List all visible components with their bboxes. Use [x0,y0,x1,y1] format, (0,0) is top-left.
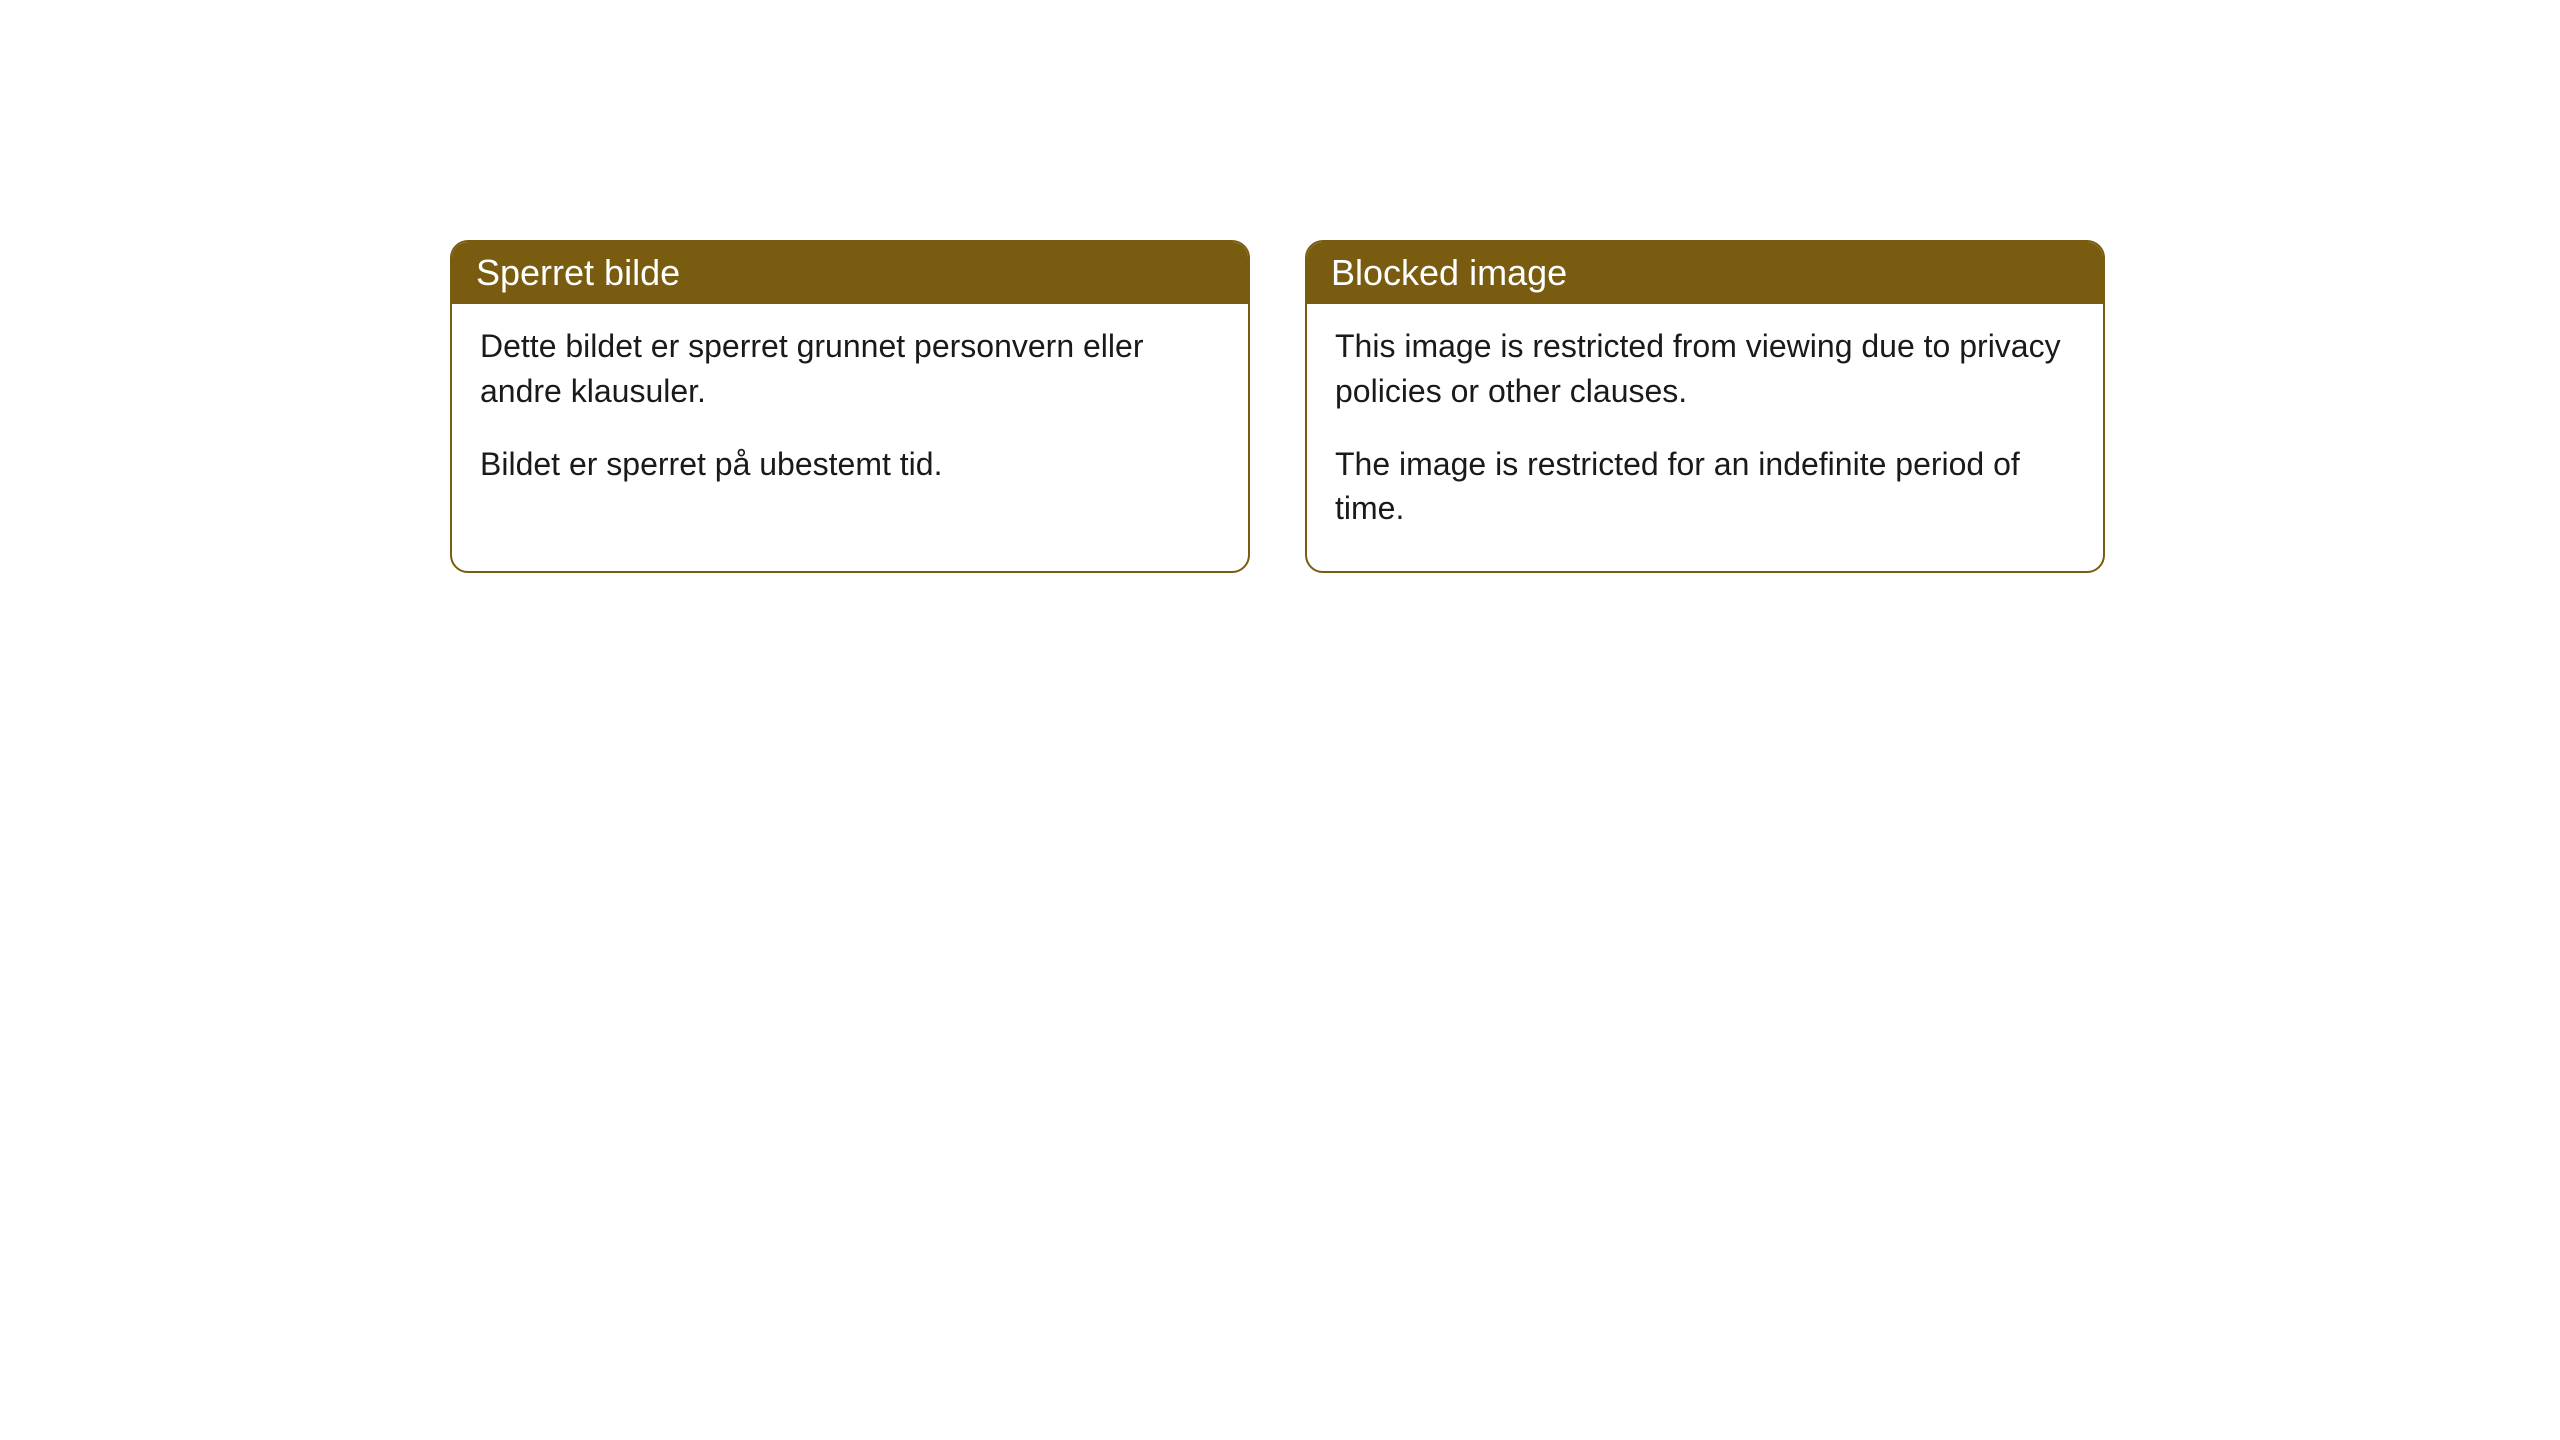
card-paragraph: Bildet er sperret på ubestemt tid. [480,442,1220,487]
card-header-norwegian: Sperret bilde [452,242,1248,304]
card-title: Sperret bilde [476,252,680,293]
card-paragraph: The image is restricted for an indefinit… [1335,442,2075,532]
card-header-english: Blocked image [1307,242,2103,304]
blocked-image-card-english: Blocked image This image is restricted f… [1305,240,2105,573]
card-paragraph: This image is restricted from viewing du… [1335,324,2075,414]
card-title: Blocked image [1331,252,1567,293]
card-body-norwegian: Dette bildet er sperret grunnet personve… [452,304,1248,526]
card-paragraph: Dette bildet er sperret grunnet personve… [480,324,1220,414]
blocked-image-card-norwegian: Sperret bilde Dette bildet er sperret gr… [450,240,1250,573]
cards-container: Sperret bilde Dette bildet er sperret gr… [450,240,2560,573]
card-body-english: This image is restricted from viewing du… [1307,304,2103,571]
